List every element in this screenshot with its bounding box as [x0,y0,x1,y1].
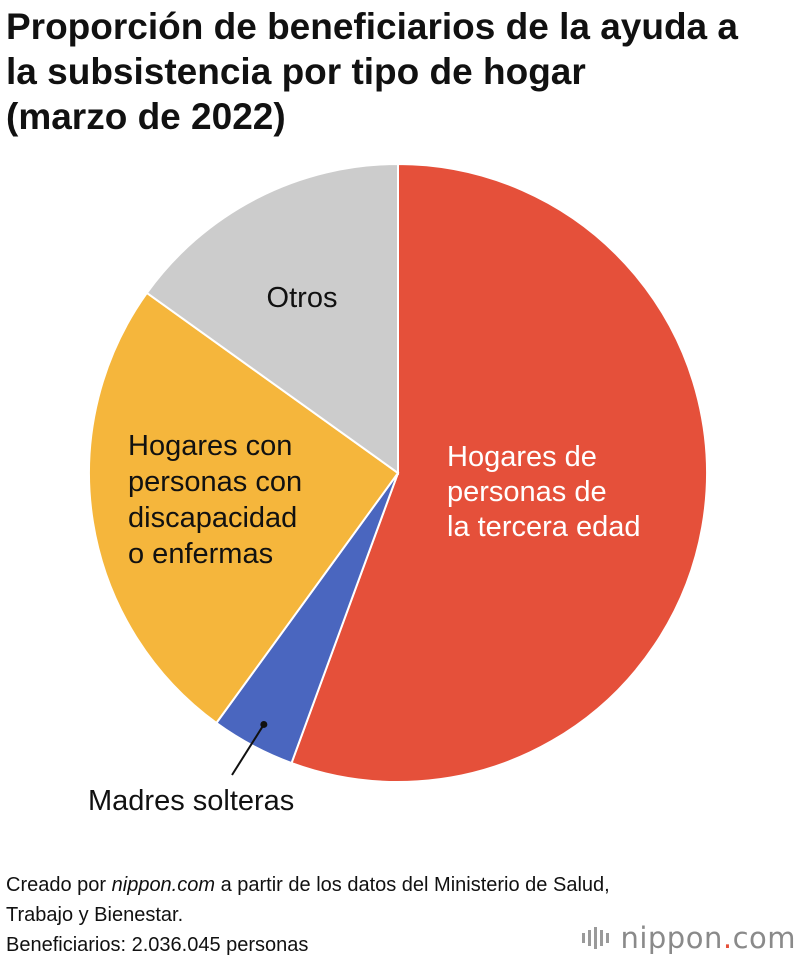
slice-label-2-line-3: o enfermas [128,538,273,570]
slice-label-2-line-1: personas con [128,466,302,498]
slice-label-2-line-0: Hogares con [128,430,292,462]
title-line-2: la subsistencia por tipo de hogar [6,51,586,92]
logo-text-tld: com [732,921,796,955]
pie-chart: Hogares de personas de la tercera edad Madr… [88,162,708,817]
pie-leader-lines [231,720,268,776]
slice-label-1-line-0: Madres solteras [88,785,294,817]
slice-label-1: Madres solteras [88,785,294,817]
pie-slices [88,162,708,783]
title-line-1: Proporción de beneficiarios de la ayuda … [6,6,738,47]
slice-label-2-line-2: discapacidad [128,502,297,534]
slice-label-2: Hogares con personas con discapacidad o enf… [128,430,302,570]
leader-line-1 [231,723,265,776]
source-brand: nippon.com [111,874,216,896]
source-line-2: Trabajo y Bienestar. [6,904,184,926]
source-line-1: Creado por nippon.com a partir de los da… [6,870,610,900]
slice-label-0: Hogares de personas de la tercera edad [447,441,640,543]
leader-dot-1 [260,720,268,728]
slice-label-3: Otros [267,282,338,314]
pie-slice-0 [290,162,708,783]
source-note: Creado por nippon.com a partir de los da… [6,870,610,960]
chart-title: Proporción de beneficiarios de la ayuda … [6,4,796,139]
logo-text-main: nippon [620,921,723,955]
title-line-3: (marzo de 2022) [6,96,286,137]
pie-labels: Hogares de personas de la tercera edad Madr… [88,282,640,817]
source-prefix: Creado por [6,874,112,896]
beneficiaries-total: Beneficiarios: 2.036.045 personas [6,934,309,956]
source-suffix: a partir de los datos del Ministerio de … [215,874,610,896]
pie-slice-3 [145,162,399,475]
slice-label-3-line-0: Otros [267,282,338,314]
slice-label-0-line-1: personas de [447,476,607,508]
slice-label-0-line-2: la tercera edad [447,511,640,543]
logo-text-dot: . [722,921,733,955]
slice-label-0-line-0: Hogares de [447,441,597,473]
bars-logo-icon [582,927,612,949]
logo-text: nippon.com [620,921,796,955]
nippon-logo: nippon.com [582,918,796,958]
pie-slice-2 [88,291,400,725]
